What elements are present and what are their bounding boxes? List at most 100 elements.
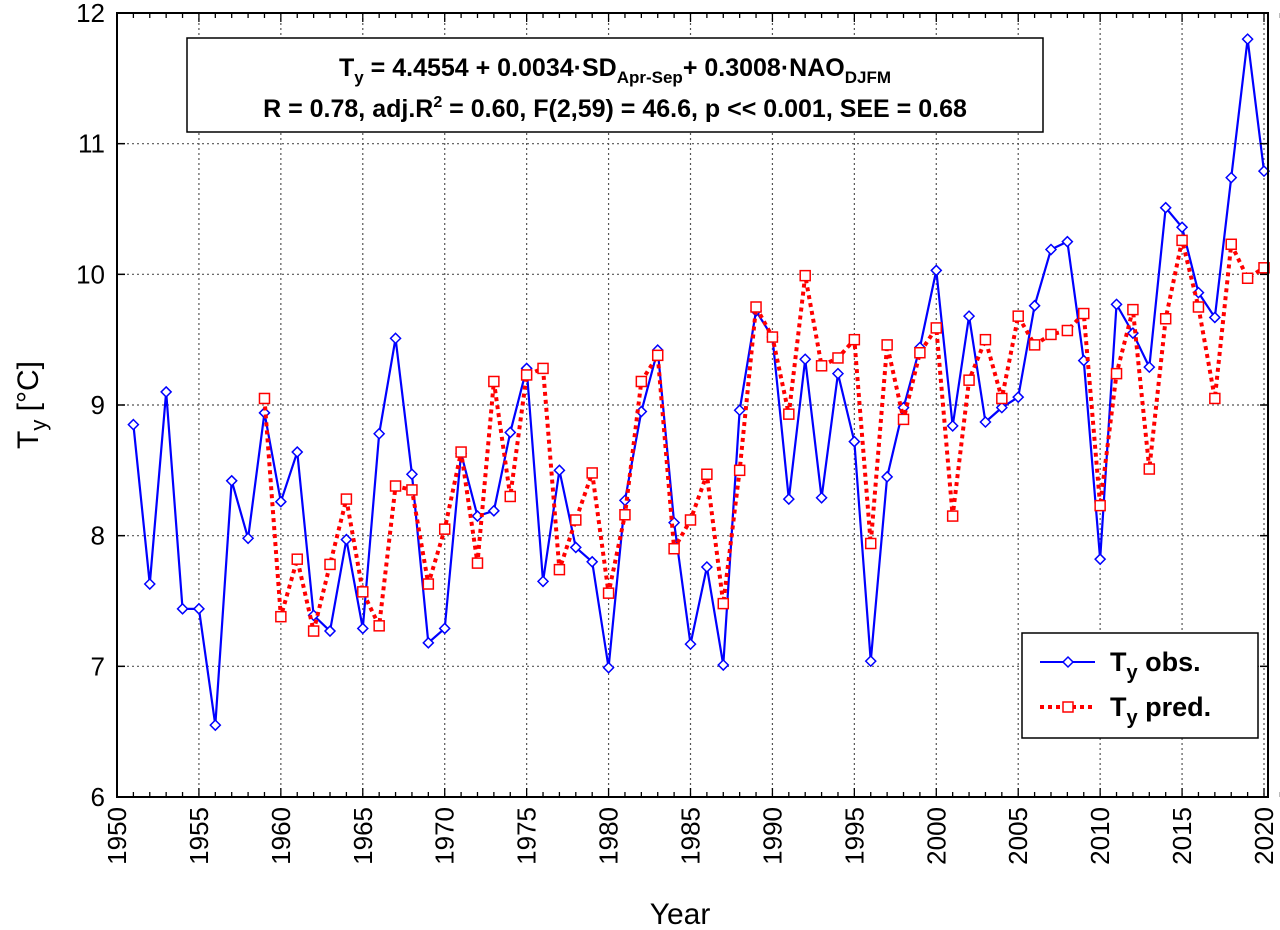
data-point-obs xyxy=(242,532,255,545)
data-point-pred xyxy=(930,322,943,334)
data-point-obs xyxy=(487,504,500,517)
data-point-obs xyxy=(733,404,746,417)
data-point-pred xyxy=(1094,499,1106,512)
data-point-pred xyxy=(406,484,418,496)
annotation-segment: 2 xyxy=(433,94,442,111)
data-point-obs xyxy=(602,661,615,674)
data-point-pred xyxy=(717,597,730,610)
data-point-pred xyxy=(1045,328,1057,341)
data-point-obs xyxy=(192,602,205,615)
data-point-pred xyxy=(455,446,467,458)
data-point-obs xyxy=(881,470,894,483)
data-point-pred xyxy=(766,331,779,343)
series-line xyxy=(262,238,1266,634)
y-tick-label: 6 xyxy=(91,782,105,812)
x-tick-label: 1970 xyxy=(430,807,460,865)
data-point-pred xyxy=(1012,310,1024,322)
data-point-pred xyxy=(504,490,517,503)
data-point-pred xyxy=(651,349,664,362)
data-point-obs xyxy=(782,493,795,506)
data-point-obs xyxy=(1094,553,1107,566)
data-point-pred xyxy=(996,392,1008,405)
data-point-obs xyxy=(209,719,222,732)
data-point-pred xyxy=(1061,324,1074,337)
data-point-obs xyxy=(1143,361,1156,374)
data-point-obs xyxy=(668,516,681,529)
data-point-pred xyxy=(864,537,877,550)
data-point-obs xyxy=(291,445,304,459)
data-point-pred xyxy=(701,468,713,481)
data-point-pred xyxy=(1078,307,1090,320)
data-point-obs xyxy=(127,418,140,431)
data-point-obs xyxy=(356,622,369,635)
x-tick-label: 2010 xyxy=(1085,807,1115,865)
data-point-obs xyxy=(946,419,959,432)
data-point-obs xyxy=(1225,171,1238,184)
data-point-pred xyxy=(848,333,861,346)
data-point-pred xyxy=(471,557,484,569)
data-point-pred xyxy=(438,523,451,535)
data-point-obs xyxy=(504,426,517,439)
y-tick-label: 11 xyxy=(78,129,105,159)
data-point-pred xyxy=(733,464,746,477)
data-point-obs xyxy=(962,310,976,323)
data-point-pred xyxy=(602,587,615,599)
y-tick-label: 10 xyxy=(76,259,105,289)
data-point-pred xyxy=(373,620,385,632)
data-point-pred xyxy=(684,514,697,526)
data-point-obs xyxy=(930,264,943,277)
data-point-pred xyxy=(832,352,844,364)
x-tick-label: 1995 xyxy=(839,807,869,865)
data-point-pred xyxy=(963,374,975,386)
svg-text:Ty pred.: Ty pred. xyxy=(1110,692,1211,729)
data-point-obs xyxy=(1110,298,1123,311)
x-tick-label: 1990 xyxy=(757,807,787,865)
regression-statistics: R = 0.78, adj.R2 = 0.60, F(2,59) = 46.6,… xyxy=(263,94,967,123)
series-layer xyxy=(127,33,1271,732)
legend: Ty obs. Ty pred. xyxy=(1021,632,1259,739)
data-point-obs xyxy=(1061,235,1074,248)
annotation-segment: = 4.4554 + 0.0034·SD xyxy=(364,54,617,82)
data-point-pred xyxy=(1192,301,1205,313)
data-point-obs xyxy=(405,468,419,481)
ticks: 6 7 8 9 10 11 12 1950 1955 1960 1965 1970 1975 1980 19… xyxy=(76,0,1280,865)
data-point-pred xyxy=(570,514,582,526)
data-point-obs xyxy=(995,401,1008,414)
data-point-obs xyxy=(1176,221,1189,234)
x-tick-label: 2005 xyxy=(1003,807,1033,865)
data-point-obs xyxy=(1012,391,1025,404)
x-tick-label: 1950 xyxy=(102,807,132,865)
data-point-pred xyxy=(1028,339,1041,351)
data-point-obs xyxy=(684,638,697,651)
data-point-obs xyxy=(323,624,337,638)
legend-marker-diamond xyxy=(1061,655,1075,669)
data-point-obs xyxy=(586,555,599,568)
data-point-pred xyxy=(357,586,369,598)
data-point-obs xyxy=(422,636,435,649)
y-tick-label: 8 xyxy=(91,521,105,551)
annotation-segment: = 0.60, F(2,59) = 46.6, p << 0.001, SEE … xyxy=(442,95,967,123)
data-point-obs xyxy=(373,427,386,440)
data-point-obs xyxy=(438,622,451,635)
data-point-pred xyxy=(1225,238,1237,251)
data-point-obs xyxy=(979,415,992,429)
data-point-obs xyxy=(848,435,861,448)
y-tick-label: 9 xyxy=(91,390,105,420)
x-tick-label: 2015 xyxy=(1167,807,1197,865)
regression-annotation: Ty = 4.4554 + 0.0034·SDApr-Sep+ 0.3008·N… xyxy=(186,37,1044,133)
data-point-obs xyxy=(831,367,845,380)
data-point-pred xyxy=(1143,463,1156,475)
data-point-pred xyxy=(783,408,795,420)
data-point-obs xyxy=(700,560,713,574)
data-point-pred xyxy=(488,375,500,388)
data-point-pred xyxy=(389,480,402,492)
data-point-pred xyxy=(815,360,828,372)
data-point-pred xyxy=(553,563,566,576)
series-observed xyxy=(127,33,1271,732)
data-point-pred xyxy=(897,413,910,426)
x-axis-label: Year xyxy=(650,898,711,930)
regression-equation: Ty = 4.4554 + 0.0034·SDApr-Sep+ 0.3008·N… xyxy=(339,54,891,87)
annotation-segment: R = 0.78, adj.R xyxy=(263,95,433,123)
legend-item-obs: Ty obs. xyxy=(1040,647,1201,684)
